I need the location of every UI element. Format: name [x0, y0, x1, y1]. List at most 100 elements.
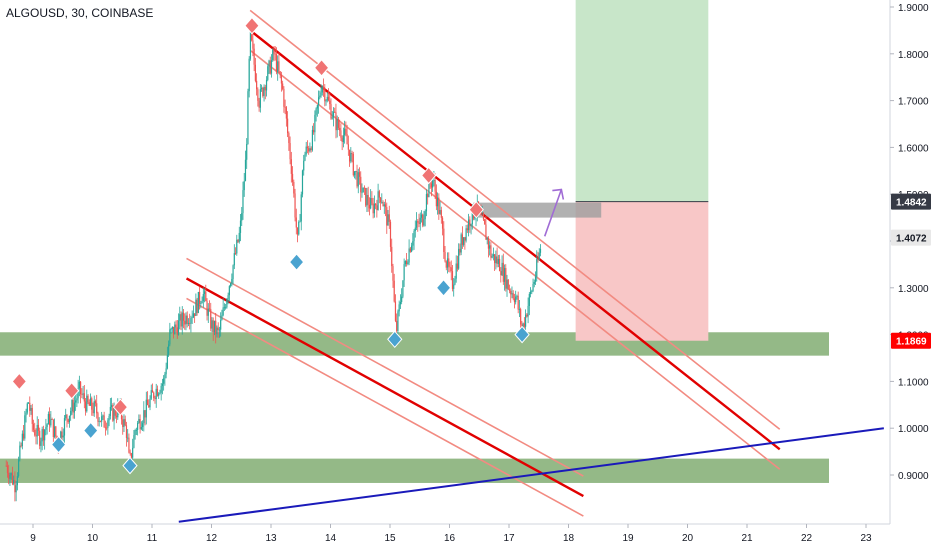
candle-body — [101, 416, 103, 422]
candle-body — [138, 419, 140, 423]
candle-body — [236, 239, 238, 254]
candle-body — [391, 246, 393, 267]
candle-body — [175, 324, 177, 328]
candle-body — [254, 64, 256, 81]
candle-body — [306, 146, 309, 149]
candle-body — [361, 192, 363, 194]
candle-body — [512, 293, 514, 299]
pivot-high-marker — [244, 16, 260, 35]
candle-body — [523, 323, 525, 327]
candle-body — [265, 79, 268, 91]
candle-body — [481, 213, 483, 215]
candle-body — [291, 173, 294, 182]
candle-body — [394, 301, 397, 321]
candle-body — [525, 314, 527, 327]
candle-body — [24, 415, 26, 439]
candle-body — [264, 86, 266, 91]
y-tick-label: 0.9000 — [898, 471, 929, 482]
candle-body — [262, 87, 264, 96]
candle-body — [420, 214, 423, 218]
candle-body — [434, 180, 436, 192]
candle-body — [363, 187, 366, 189]
candle-body — [501, 262, 503, 276]
candle-body — [212, 320, 214, 333]
candle-body — [430, 183, 433, 188]
candle-body — [445, 261, 447, 268]
candle-body — [192, 313, 195, 318]
candle-body — [259, 89, 261, 108]
candle-body — [413, 230, 415, 242]
candle-body — [284, 106, 286, 108]
pivot-low-marker — [435, 279, 452, 297]
pivot-high-marker — [11, 372, 27, 391]
candle-body — [146, 399, 149, 406]
candle-body — [298, 221, 300, 235]
candle-body — [187, 322, 190, 324]
candle-body — [379, 197, 382, 203]
candle-body — [305, 146, 307, 155]
candle-body — [151, 390, 154, 393]
candle-body — [130, 453, 133, 458]
channel-mid-line — [185, 277, 584, 498]
channel-band-line — [249, 9, 781, 430]
candle-body — [425, 194, 428, 212]
candle-body — [352, 153, 354, 176]
projection-arrow-head — [552, 188, 565, 200]
candle-body — [39, 430, 41, 446]
candle-body — [81, 394, 83, 396]
candle-body — [55, 426, 57, 437]
candle-body — [91, 398, 93, 410]
candle-body — [296, 227, 299, 235]
candle-body — [341, 137, 343, 142]
pivot-high-marker — [421, 166, 437, 185]
candle-body — [332, 111, 335, 118]
candle-body — [469, 219, 471, 227]
candle-body — [189, 322, 191, 324]
candle-body — [294, 193, 296, 218]
candle-body — [513, 298, 516, 303]
candle-body — [206, 301, 208, 316]
candle-body — [440, 210, 442, 218]
candle-body — [397, 311, 399, 331]
candle-body — [456, 263, 459, 269]
candle-body — [490, 245, 492, 258]
candle-body — [258, 100, 260, 108]
candle-body — [143, 410, 145, 424]
candle-body — [51, 419, 53, 420]
candle-body — [381, 202, 383, 203]
candle-body — [368, 204, 371, 209]
candle-body — [182, 312, 185, 321]
candle-body — [415, 221, 418, 228]
candle-body — [367, 194, 369, 205]
candle-body — [387, 214, 389, 226]
candle-body — [376, 205, 378, 210]
candle-body — [34, 429, 36, 436]
candle-body — [418, 222, 420, 225]
candle-body — [330, 104, 332, 119]
candle-body — [197, 291, 199, 313]
candle-body — [19, 445, 21, 460]
x-tick-label: 17 — [503, 533, 515, 544]
candle-body — [174, 324, 176, 335]
candle-body — [112, 405, 114, 421]
candle-body — [144, 410, 146, 418]
candle-body — [172, 326, 175, 335]
candle-body — [246, 144, 248, 160]
candle-body — [533, 281, 535, 285]
candle-body — [225, 307, 227, 309]
candle-body — [470, 224, 472, 227]
candle-body — [99, 420, 102, 422]
candle-body — [156, 388, 159, 396]
candle-body — [439, 210, 441, 214]
candle-body — [114, 408, 116, 416]
candle-body — [289, 143, 291, 160]
candle-body — [518, 309, 521, 310]
pivot-high-marker — [468, 200, 484, 219]
candle-body — [304, 154, 306, 161]
candle-body — [122, 419, 124, 428]
candle-body — [461, 234, 463, 245]
candle-body — [199, 291, 201, 304]
candle-body — [311, 129, 314, 151]
